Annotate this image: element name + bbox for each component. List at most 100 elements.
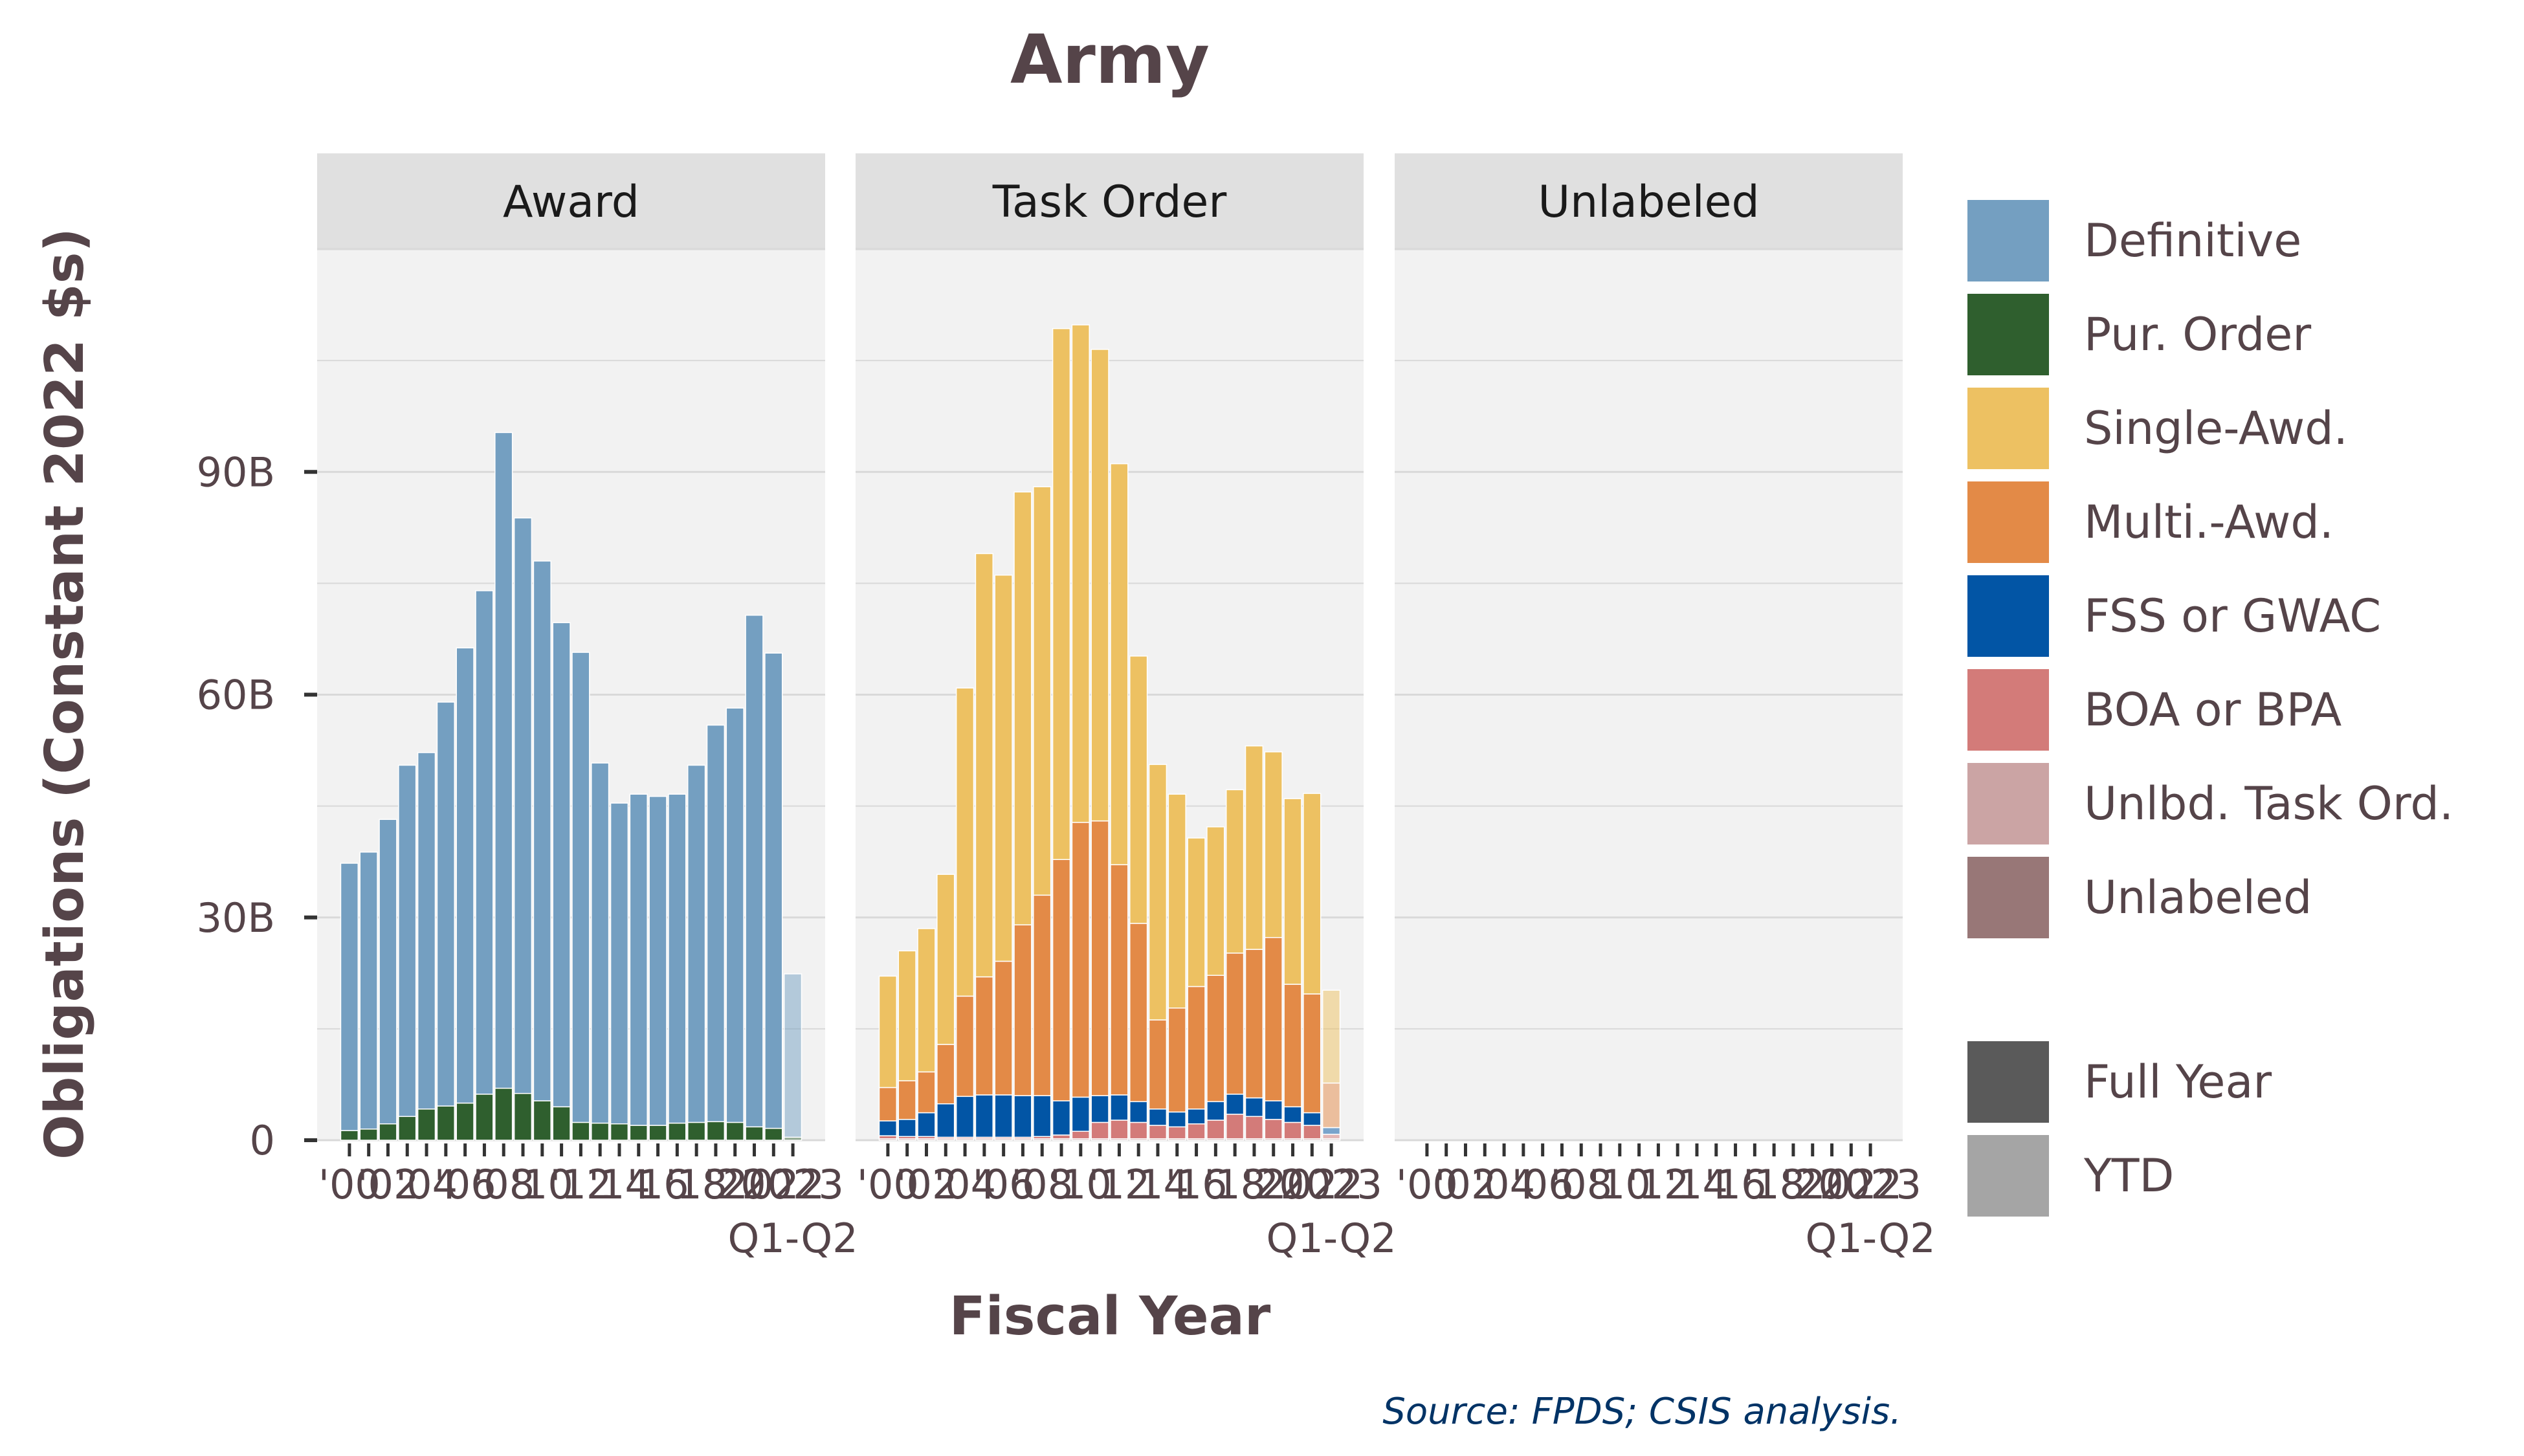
bar-multi-awd--2002 xyxy=(917,1071,936,1114)
bar-boa-or-bpa-2012 xyxy=(1110,1120,1129,1140)
bar-single-awd--2006 xyxy=(994,575,1013,962)
legend-key xyxy=(1965,667,2052,753)
bar-multi-awd--2012 xyxy=(1110,864,1129,1096)
bar-definitive-2013 xyxy=(591,762,610,1124)
bar-multi-awd--2004 xyxy=(955,995,975,1098)
bar-pur-order-2018 xyxy=(687,1121,706,1141)
bar-fss-or-gwac-2004 xyxy=(955,1096,975,1138)
bar-definitive-2021 xyxy=(745,614,764,1128)
x-tick-label: '06 xyxy=(434,1161,496,1208)
series-fss-or-gwac xyxy=(878,1094,1341,1138)
bar-single-awd--2015 xyxy=(1168,793,1186,1009)
x-tick-label: 2023 xyxy=(742,1161,844,1208)
facet-strip xyxy=(1395,153,1903,249)
bar-multi-awd--2015 xyxy=(1168,1007,1186,1113)
bar-fss-or-gwac-2022 xyxy=(1303,1112,1322,1126)
bar-pur-order-2010 xyxy=(533,1100,551,1141)
bar-boa-or-bpa-2013 xyxy=(1129,1121,1148,1140)
bar-definitive-2011 xyxy=(552,622,571,1108)
bar-definitive-2017 xyxy=(668,793,687,1124)
bar-single-awd--2020 xyxy=(1264,751,1283,938)
bar-multi-awd--2005 xyxy=(975,976,994,1096)
x-tick-label: '02 xyxy=(1435,1161,1497,1208)
x-tick-label: '04 xyxy=(395,1161,458,1208)
x-tick-label: '06 xyxy=(973,1161,1035,1208)
facet-strip-label: Unlabeled xyxy=(1538,177,1759,228)
bar-boa-or-bpa-2023 xyxy=(1322,1134,1341,1140)
bar-single-awd--2016 xyxy=(1187,837,1206,987)
bar-fss-or-gwac-2021 xyxy=(1283,1106,1302,1123)
bar-definitive-2010 xyxy=(533,560,551,1101)
bar-single-awd--2023 xyxy=(1322,989,1341,1084)
x-tick-label: '18 xyxy=(1743,1161,1805,1208)
series-single-awd- xyxy=(878,324,1341,1088)
series-multi-awd- xyxy=(878,820,1341,1129)
legend-key xyxy=(1965,479,2052,566)
x-tick-sublabel: Q1-Q2 xyxy=(728,1215,858,1262)
bar-single-awd--2021 xyxy=(1283,798,1302,985)
chart-title: Army xyxy=(1010,20,1210,99)
bar-boa-or-bpa-2018 xyxy=(1225,1114,1245,1140)
bar-pur-order-2000 xyxy=(340,1130,359,1141)
bar-pur-order-2009 xyxy=(513,1092,533,1141)
bar-definitive-2004 xyxy=(417,752,436,1110)
x-tick-sublabel: Q1-Q2 xyxy=(1806,1215,1936,1262)
bar-boa-or-bpa-2022 xyxy=(1303,1125,1322,1140)
legend-label: Definitive xyxy=(2084,214,2301,267)
bar-boa-or-bpa-2015 xyxy=(1168,1126,1186,1140)
x-tick-label: '06 xyxy=(1512,1161,1574,1208)
x-tick-label: '08 xyxy=(1550,1161,1612,1208)
bar-definitive-2001 xyxy=(359,852,378,1130)
x-tick-label: '20 xyxy=(704,1161,766,1208)
bar-single-awd--2000 xyxy=(878,975,898,1088)
bar-definitive-2006 xyxy=(456,647,474,1104)
bar-definitive-2016 xyxy=(648,795,667,1126)
bar-single-awd--2014 xyxy=(1148,764,1168,1020)
bar-multi-awd--2011 xyxy=(1090,820,1109,1096)
x-tick-label: 2023 xyxy=(1819,1161,1921,1208)
series-pur-order xyxy=(340,1087,803,1141)
bar-fss-or-gwac-2000 xyxy=(878,1120,898,1136)
x-tick-label: '00 xyxy=(318,1161,381,1208)
x-tick-label: '10 xyxy=(511,1161,573,1208)
legend-label: Full Year xyxy=(2084,1055,2272,1109)
bar-pur-order-2007 xyxy=(475,1094,494,1141)
bar-fss-or-gwac-2023 xyxy=(1322,1127,1341,1135)
bar-single-awd--2022 xyxy=(1303,793,1322,995)
bar-fss-or-gwac-2008 xyxy=(1033,1095,1052,1138)
bar-single-awd--2018 xyxy=(1225,789,1245,954)
bar-multi-awd--2008 xyxy=(1033,894,1052,1096)
legend-label: Multi.-Awd. xyxy=(2084,496,2334,549)
legend-label: YTD xyxy=(2083,1149,2174,1202)
bar-fss-or-gwac-2009 xyxy=(1052,1100,1071,1136)
bar-multi-awd--2010 xyxy=(1071,822,1090,1098)
legend-key xyxy=(1965,197,2052,284)
x-tick-label: '02 xyxy=(357,1161,419,1208)
bar-definitive-2019 xyxy=(706,724,725,1123)
bar-boa-or-bpa-2016 xyxy=(1187,1123,1206,1140)
bar-single-awd--2012 xyxy=(1110,463,1129,866)
x-tick-label: 2023 xyxy=(1280,1161,1382,1208)
bar-definitive-2012 xyxy=(571,652,590,1123)
x-tick-label: '18 xyxy=(1204,1161,1266,1208)
bar-single-awd--2004 xyxy=(955,687,975,997)
series-boa-or-bpa xyxy=(878,1114,1341,1140)
x-tick-label: '16 xyxy=(1166,1161,1228,1208)
bar-multi-awd--2016 xyxy=(1187,986,1206,1110)
panel-award: Award '00'02'04'06'08'10'12'14'16'18'2020… xyxy=(317,153,858,1262)
bar-definitive-2014 xyxy=(610,802,629,1125)
facet-strip xyxy=(856,153,1364,249)
bar-pur-order-2002 xyxy=(379,1123,397,1141)
legend-label: Unlbd. Task Ord. xyxy=(2084,777,2453,830)
bar-boa-or-bpa-2014 xyxy=(1148,1125,1168,1140)
bar-single-awd--2010 xyxy=(1071,324,1090,823)
legend-key xyxy=(1965,573,2052,659)
bar-definitive-2018 xyxy=(687,764,706,1123)
bar-pur-order-2015 xyxy=(629,1125,648,1141)
bar-definitive-2009 xyxy=(513,517,533,1094)
x-tick-label: '12 xyxy=(1088,1161,1150,1208)
bar-boa-or-bpa-2021 xyxy=(1283,1121,1302,1140)
bar-boa-or-bpa-2019 xyxy=(1245,1116,1264,1140)
x-tick-label: 2022 xyxy=(722,1161,825,1208)
bar-fss-or-gwac-2020 xyxy=(1264,1100,1283,1120)
